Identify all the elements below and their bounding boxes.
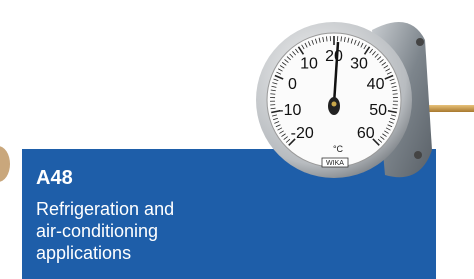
dial-label: 30 [350,56,368,73]
page: A48 Refrigeration and air-conditioning a… [0,0,474,279]
dial-unit: °C [333,144,344,154]
dial-label: -10 [278,102,301,119]
dial-label: 40 [367,76,385,93]
dial-label: 0 [288,76,297,93]
dial-label: 50 [369,102,387,119]
thermometer-image: -20 -10 010 20 30 40 50 60 °C WIKA [0,0,474,279]
dial-label: 20 [325,48,343,65]
screw-hole [416,38,424,46]
screw-hole [414,151,422,159]
hub-cap [332,102,337,107]
dial-label: 60 [357,125,375,142]
dial-brand: WIKA [326,160,344,167]
dial-label: -20 [291,125,314,142]
dial-label: 10 [300,56,318,73]
